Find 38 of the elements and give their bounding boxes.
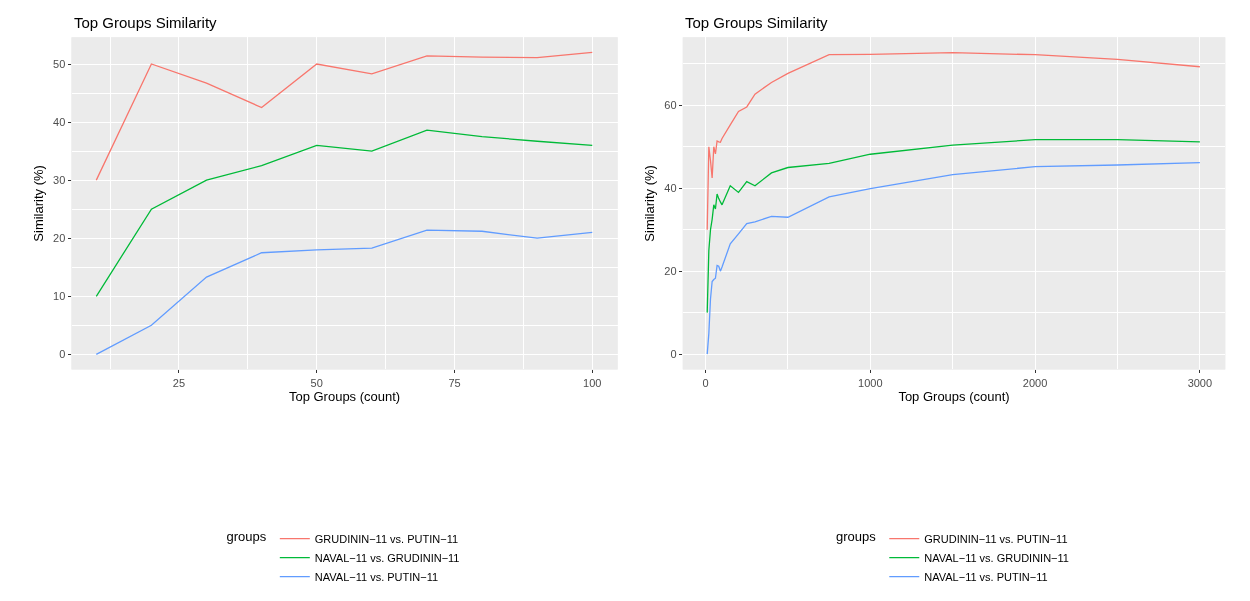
chart-title: Top Groups Similarity <box>74 14 218 31</box>
line-series <box>706 139 1201 314</box>
chart-title: Top Groups Similarity <box>685 14 829 31</box>
y-axis-title: Similarity (%) <box>31 165 46 242</box>
legend-title: groups <box>226 529 267 545</box>
legend-title: groups <box>836 529 877 545</box>
y-tick-label: 10 <box>53 290 66 303</box>
x-tick-label: 25 <box>172 376 186 389</box>
y-tick-label: 20 <box>53 232 66 245</box>
line-series <box>95 229 593 355</box>
legend-label: NAVAL−11 vs. PUTIN−11 <box>314 570 439 583</box>
legend-label: GRUDININ−11 vs. PUTIN−11 <box>314 532 459 545</box>
y-tick-label: 30 <box>53 174 66 186</box>
x-tick-label: 75 <box>448 376 461 389</box>
y-tick-label: 0 <box>59 348 66 361</box>
legend-label: GRUDININ−11 vs. PUTIN−11 <box>924 532 1068 545</box>
x-tick-label: 1000 <box>858 376 883 389</box>
legend-label: NAVAL−11 vs. GRUDININ−11 <box>314 551 460 564</box>
y-axis-title: Similarity (%) <box>642 165 658 242</box>
legend-label: NAVAL−11 vs. GRUDININ−11 <box>924 551 1069 564</box>
x-tick-label: 50 <box>310 376 323 389</box>
y-tick-label: 50 <box>53 57 66 70</box>
line-series <box>706 161 1201 355</box>
x-tick-label: 3000 <box>1187 376 1213 389</box>
x-tick-label: 2000 <box>1022 376 1048 389</box>
x-tick-label: 0 <box>702 376 709 389</box>
x-axis-title: Top Groups (count) <box>898 389 1010 405</box>
y-tick-label: 20 <box>664 265 677 278</box>
line-series <box>706 51 1201 231</box>
line-series <box>95 51 593 181</box>
y-tick-label: 40 <box>664 182 677 195</box>
legend-label: NAVAL−11 vs. PUTIN−11 <box>924 570 1048 583</box>
x-axis-title: Top Groups (count) <box>288 389 401 405</box>
line-series <box>95 129 593 297</box>
y-tick-label: 40 <box>53 115 66 128</box>
x-tick-label: 100 <box>583 376 602 389</box>
y-tick-label: 0 <box>670 347 677 360</box>
y-tick-label: 60 <box>664 99 677 112</box>
